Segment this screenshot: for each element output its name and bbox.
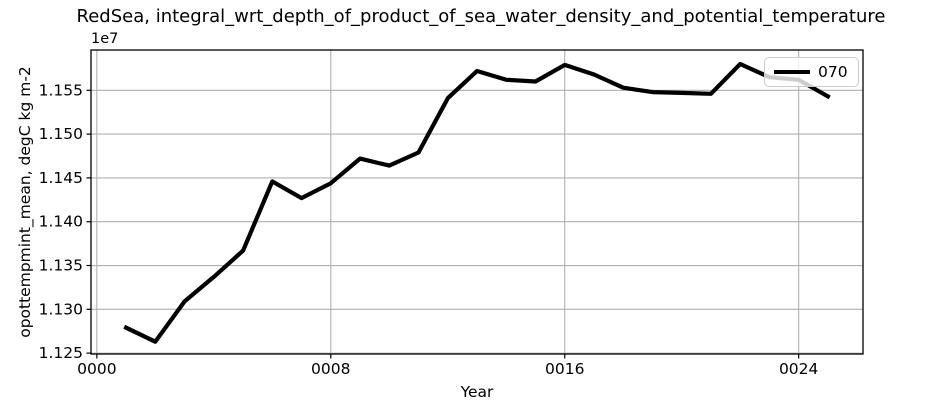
y-tick-label: 1.140	[39, 213, 83, 231]
x-tick-label: 0000	[77, 360, 116, 378]
legend: 070	[764, 57, 859, 87]
legend-label: 070	[818, 63, 848, 81]
y-tick-label: 1.150	[39, 125, 83, 143]
y-axis-label: opottempmint_mean, degC kg m-2	[16, 66, 34, 338]
y-tick-label: 1.130	[39, 300, 83, 318]
chart-title: RedSea, integral_wrt_depth_of_product_of…	[76, 6, 886, 27]
y-tick-label: 1.155	[39, 81, 83, 99]
legend-line-sample	[774, 69, 810, 75]
series-line-070	[123, 61, 831, 344]
x-axis-label: Year	[460, 383, 494, 401]
axes-spines	[90, 49, 864, 355]
x-tick-label: 0008	[311, 360, 350, 378]
y-tick-label: 1.135	[39, 257, 83, 275]
y-tick-label: 1.125	[39, 344, 83, 362]
y-tick-label: 1.145	[39, 169, 83, 187]
y-axis-offset-text: 1e7	[91, 31, 119, 47]
x-tick-label: 0016	[545, 360, 584, 378]
x-tick-label: 0024	[779, 360, 818, 378]
